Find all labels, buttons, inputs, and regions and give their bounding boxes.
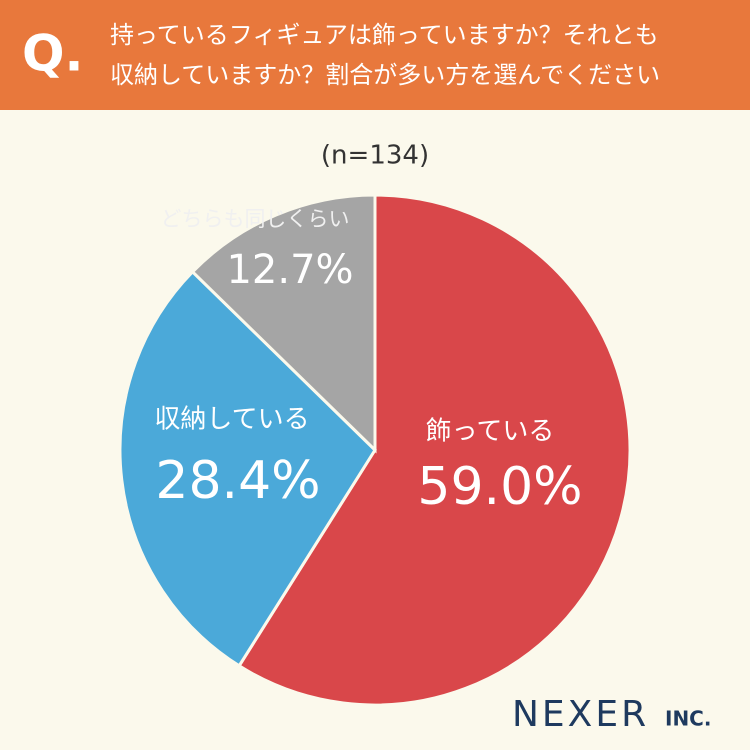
- pie-slice: [118, 269, 377, 668]
- slice-category: 収納している: [154, 405, 309, 435]
- logo: NEXER: [512, 694, 649, 735]
- pie: [118, 193, 632, 707]
- slice-category: 飾っている: [426, 417, 555, 447]
- q-mark: Q.: [22, 25, 84, 83]
- slice-category: どちらも同じくらい: [161, 207, 350, 231]
- logo-suffix: INC.: [665, 707, 711, 731]
- slice-value: 59.0%: [417, 457, 582, 517]
- slice-value: 28.4%: [155, 451, 320, 511]
- title-line: 持っているフィギュアは飾っていますか？それとも: [110, 21, 659, 49]
- pie-slice: [190, 193, 377, 454]
- header-band: [0, 0, 750, 110]
- subtitle: (n=134): [321, 141, 429, 171]
- slice-value: 12.7%: [226, 247, 353, 293]
- title-line: 収納していますか？割合が多い方を選んでください: [110, 61, 660, 89]
- pie-slice: [237, 193, 632, 707]
- labels: 飾っている 59.0% 収納している 28.4% どちらも同じくらい 12.7%: [154, 207, 582, 517]
